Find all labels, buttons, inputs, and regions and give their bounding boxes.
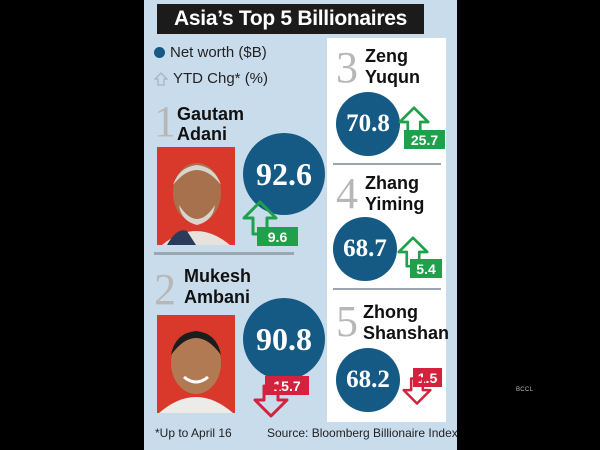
- last-name: Yuqun: [365, 67, 420, 87]
- rank-number: 1: [154, 97, 176, 146]
- last-name: Ambani: [184, 287, 251, 307]
- last-name: Yiming: [365, 194, 425, 214]
- person-portrait-icon: [157, 315, 235, 413]
- net-worth-bubble: 68.2: [336, 348, 400, 412]
- down-arrow-icon: [402, 377, 432, 405]
- legend-ytd-label: YTD Chg* (%): [173, 70, 269, 87]
- rank-number: 5: [336, 297, 358, 346]
- legend-ytd: YTD Chg* (%): [154, 70, 268, 87]
- legend-net-worth: Net worth ($B): [154, 44, 267, 61]
- infographic-title: Asia’s Top 5 Billionaires: [157, 4, 424, 34]
- last-name: Adani: [177, 124, 228, 144]
- ytd-change-badge: 15.7: [265, 376, 309, 395]
- portrait-photo: [157, 315, 235, 413]
- rank-number: 4: [336, 169, 358, 218]
- rank-number: 2: [154, 265, 176, 314]
- ytd-change-badge: 25.7: [404, 130, 445, 149]
- ytd-change-badge: 9.6: [257, 227, 298, 246]
- divider: [154, 252, 294, 255]
- net-worth-bubble: 90.8: [243, 298, 325, 380]
- first-name: Zhong: [363, 302, 418, 322]
- portrait-photo: [157, 147, 235, 245]
- rank-number: 3: [336, 43, 358, 92]
- first-name: Zeng: [365, 46, 408, 66]
- watermark: BCCL: [516, 387, 534, 393]
- first-name: Mukesh: [184, 266, 252, 286]
- legend-net-worth-label: Net worth ($B): [170, 44, 267, 61]
- down-arrow-icon: [253, 384, 289, 418]
- first-name: Zhang: [365, 173, 419, 193]
- divider: [333, 288, 441, 290]
- net-worth-bubble: 92.6: [243, 133, 325, 215]
- up-arrow-icon: [154, 71, 168, 86]
- first-name: Gautam: [177, 104, 245, 124]
- source-note: Source: Bloomberg Billionaire Index: [267, 426, 458, 440]
- ytd-change-badge: 5.4: [410, 259, 442, 278]
- person-portrait-icon: [157, 147, 235, 245]
- net-worth-bubble: 68.7: [333, 217, 397, 281]
- divider: [333, 163, 441, 165]
- last-name: Shanshan: [363, 323, 450, 343]
- circle-icon: [154, 47, 165, 58]
- net-worth-bubble: 70.8: [336, 92, 400, 156]
- footnote: *Up to April 16: [155, 426, 232, 440]
